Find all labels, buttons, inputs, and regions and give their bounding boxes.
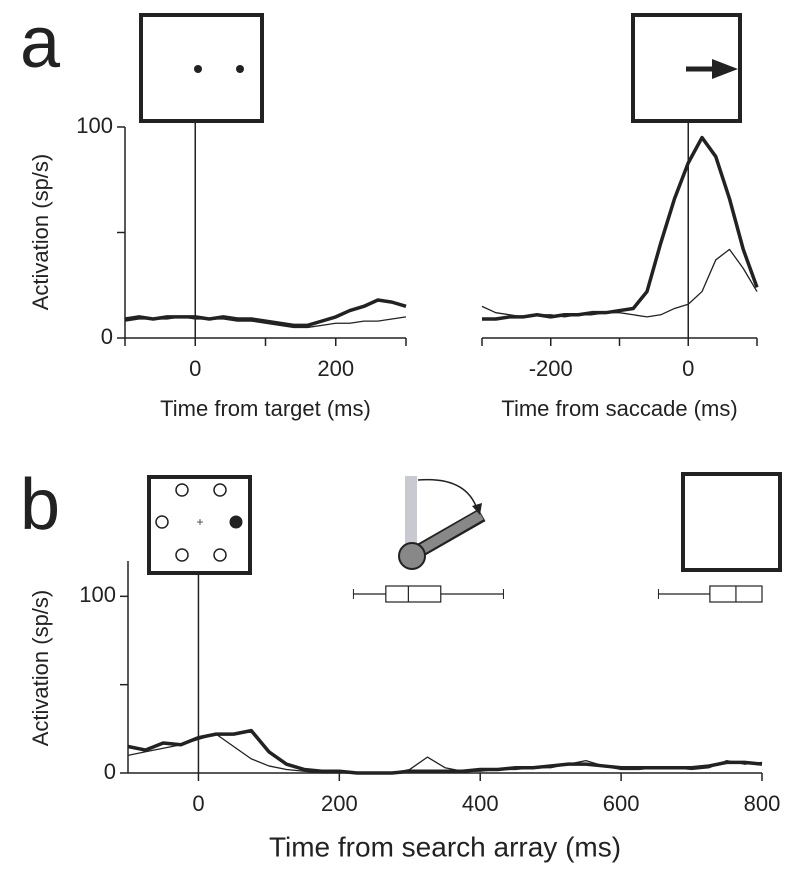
y-axis-label: Activation (sp/s) (28, 590, 53, 747)
data-line (124, 316, 407, 329)
y-tick-label: 100 (76, 113, 113, 138)
x-axis-label: Time from saccade (ms) (501, 396, 737, 421)
x-tick-label: 0 (189, 356, 201, 381)
y-tick-label: 100 (79, 582, 116, 607)
y-tick-label: 0 (101, 324, 113, 349)
inset-target (139, 13, 264, 123)
data-line (124, 298, 407, 328)
data-line (482, 135, 759, 321)
x-tick-label: 400 (462, 791, 499, 816)
inset-search-array (147, 475, 252, 575)
arm-icon (398, 476, 486, 570)
x-axis-label: Time from target (ms) (160, 396, 371, 421)
y-axis-label: Activation (sp/s) (28, 154, 53, 311)
inset-saccade (631, 13, 742, 123)
x-tick-label: 200 (317, 356, 354, 381)
x-axis-label: Time from search array (ms) (269, 831, 621, 862)
box (385, 585, 442, 603)
x-tick-label: 600 (603, 791, 640, 816)
y-tick-label: 0 (104, 759, 116, 784)
inset-blank (681, 472, 782, 572)
data-line (127, 733, 763, 774)
panel-label: b (20, 465, 60, 545)
x-tick-label: 800 (744, 791, 781, 816)
x-tick-label: 0 (682, 356, 694, 381)
x-tick-label: -200 (529, 356, 573, 381)
data-line (481, 248, 758, 318)
x-tick-label: 0 (192, 791, 204, 816)
panel-label: a (20, 3, 61, 83)
x-tick-label: 200 (321, 791, 358, 816)
data-line (127, 728, 763, 775)
